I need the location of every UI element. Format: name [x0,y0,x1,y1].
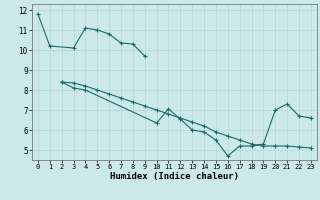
X-axis label: Humidex (Indice chaleur): Humidex (Indice chaleur) [110,172,239,181]
